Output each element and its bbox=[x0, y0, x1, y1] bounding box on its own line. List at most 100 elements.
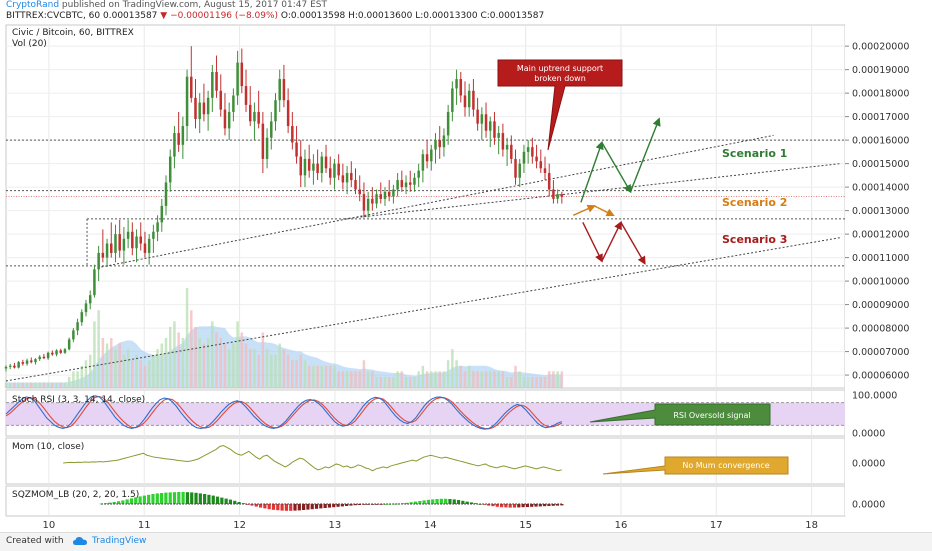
candle-body bbox=[143, 243, 147, 253]
time-axis[interactable]: 10 11 12 13 14 15 16 17 18 bbox=[43, 520, 818, 531]
y-tick-label: 0.00016000 bbox=[852, 136, 909, 147]
y-tick-label: 0.00017000 bbox=[852, 112, 909, 123]
scenario1-arrow bbox=[580, 140, 604, 203]
candle-body bbox=[67, 339, 71, 350]
candle-body bbox=[118, 234, 121, 251]
volume-bar bbox=[143, 365, 147, 388]
volume-bar bbox=[371, 371, 374, 388]
squeeze-bar bbox=[181, 492, 185, 504]
y-tick-label: 0.00006000 bbox=[852, 371, 909, 382]
volume-bar bbox=[307, 365, 311, 388]
author-link[interactable]: CryptoRand bbox=[6, 0, 60, 10]
pane-0 bbox=[5, 24, 846, 389]
candle-body bbox=[72, 330, 75, 340]
candle-body bbox=[417, 170, 420, 178]
candle-body bbox=[181, 126, 185, 145]
candle-body bbox=[383, 191, 387, 199]
squeeze-bar bbox=[190, 492, 194, 504]
squeeze-bar bbox=[254, 504, 258, 507]
squeeze-bar bbox=[547, 504, 551, 506]
candle-body bbox=[139, 236, 143, 244]
squeeze-bar bbox=[332, 504, 336, 508]
x-tick-label: 14 bbox=[424, 520, 437, 531]
volume-bar bbox=[350, 371, 353, 388]
candle-body bbox=[232, 95, 235, 112]
squeeze-bar bbox=[250, 504, 254, 506]
volume-bar bbox=[190, 310, 193, 388]
squeeze-bar bbox=[543, 504, 547, 507]
candle-body bbox=[543, 168, 547, 174]
volume-bar bbox=[93, 321, 96, 388]
publish-info: CryptoRand published on TradingView.com,… bbox=[6, 0, 327, 10]
y-tick-label: 0.00009000 bbox=[852, 300, 909, 311]
candle-body bbox=[324, 156, 328, 169]
candle-body bbox=[30, 360, 33, 363]
volume-bar bbox=[84, 360, 88, 388]
candle-body bbox=[257, 111, 260, 124]
volume-bar bbox=[286, 354, 290, 388]
candle-body bbox=[51, 352, 54, 355]
squeeze-bar bbox=[491, 504, 495, 507]
volume-bar bbox=[101, 338, 105, 388]
volume-bar bbox=[476, 371, 479, 388]
squeeze-bar bbox=[396, 503, 400, 505]
price-axis[interactable]: 0.00020000 0.00019000 0.00018000 0.00017000… bbox=[845, 42, 909, 382]
candle-body bbox=[152, 231, 155, 239]
volume-bar bbox=[345, 371, 349, 388]
volume-bar bbox=[547, 371, 551, 388]
volume-bar bbox=[46, 382, 50, 388]
y-tick-label: 0.00018000 bbox=[852, 89, 909, 100]
candle-body bbox=[421, 154, 425, 171]
volume-bar bbox=[484, 371, 488, 388]
candle-body bbox=[556, 194, 559, 199]
candle-body bbox=[480, 114, 484, 124]
volume-bar bbox=[312, 365, 315, 388]
y-tick-label: 0.00013000 bbox=[852, 206, 909, 217]
candle-body bbox=[147, 238, 151, 253]
volume-bar bbox=[211, 321, 214, 388]
squeeze-bar bbox=[220, 497, 224, 504]
volume-bar bbox=[459, 365, 463, 388]
squeeze-bar bbox=[151, 494, 155, 504]
candle-body bbox=[488, 121, 492, 131]
tradingview-link[interactable]: TradingView bbox=[92, 536, 147, 546]
volume-bar bbox=[110, 338, 113, 388]
candle-body bbox=[236, 62, 239, 96]
candle-body bbox=[46, 352, 50, 359]
scenario-1-label: Scenario 1 bbox=[722, 147, 787, 160]
squeeze-bar bbox=[405, 502, 409, 504]
rsi-oversold-text: RSI Oversold signal bbox=[673, 411, 750, 420]
candle-body bbox=[408, 182, 412, 185]
candle-body bbox=[375, 194, 378, 204]
squeeze-bar bbox=[538, 504, 542, 507]
squeeze-bar bbox=[310, 504, 314, 510]
candle-body bbox=[350, 173, 353, 181]
candle-body bbox=[514, 158, 517, 178]
volume-bar bbox=[51, 382, 54, 388]
squeeze-bar bbox=[323, 504, 327, 508]
symbol-info: BITTREX:CVCBTC, 60 0.00013587 ▼ −0.00001… bbox=[6, 11, 544, 21]
volume-bar bbox=[421, 365, 425, 388]
price-candles bbox=[4, 46, 564, 372]
squeeze-bar bbox=[314, 504, 319, 509]
candle-body bbox=[227, 111, 231, 129]
squeeze-bar bbox=[172, 492, 177, 504]
candle-body bbox=[270, 121, 273, 138]
volume-bar bbox=[131, 360, 134, 388]
volume-bar bbox=[539, 376, 543, 388]
candle-body bbox=[198, 102, 201, 119]
squeeze-bar bbox=[418, 501, 422, 504]
volume-bar bbox=[396, 371, 399, 388]
volume-bar bbox=[42, 382, 46, 388]
volume-bar bbox=[282, 349, 286, 388]
chart-header: CryptoRand published on TradingView.com,… bbox=[0, 0, 932, 24]
squeeze-bar bbox=[530, 504, 534, 507]
squeeze-bar bbox=[487, 504, 491, 506]
candle-body bbox=[206, 97, 210, 115]
x-tick-label: 17 bbox=[710, 520, 723, 531]
candle-body bbox=[341, 175, 345, 183]
momentum-legend: Mom (10, close) bbox=[12, 442, 84, 452]
volume-bar bbox=[501, 371, 505, 388]
stoch-k-line bbox=[5, 395, 563, 430]
